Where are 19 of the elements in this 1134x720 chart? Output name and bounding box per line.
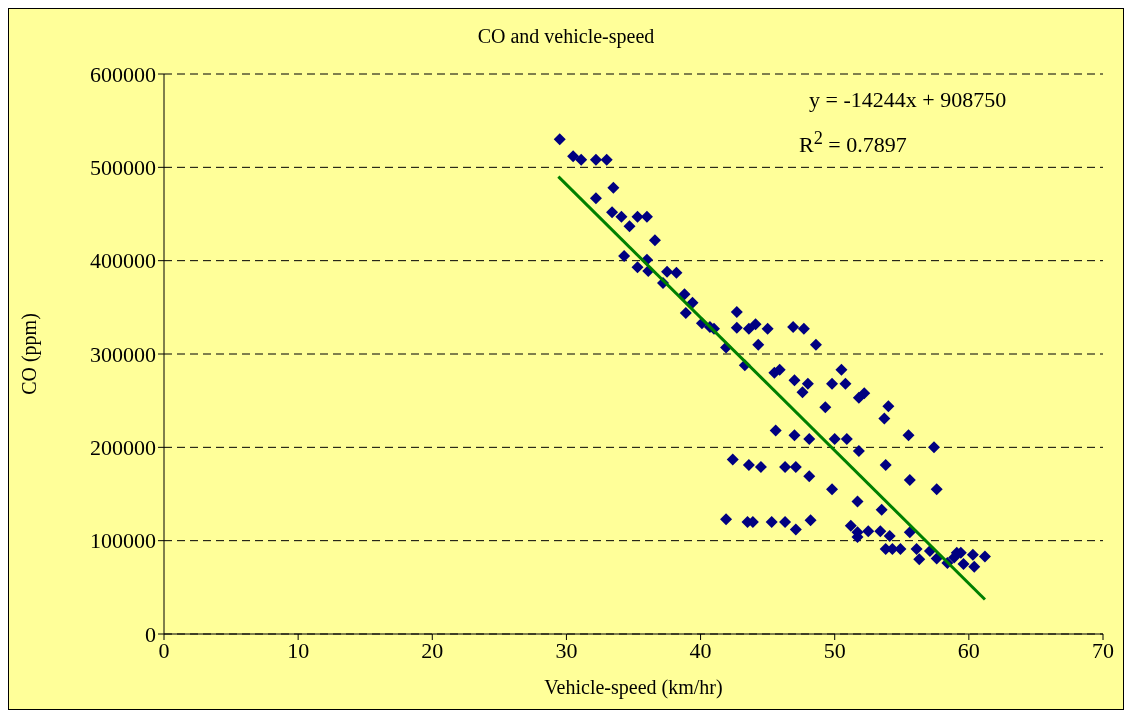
x-tick-label: 20 <box>421 637 444 663</box>
y-tick-label: 200000 <box>90 435 156 461</box>
y-tick-label: 0 <box>145 621 156 647</box>
chart-title: CO and vehicle-speed <box>476 25 656 48</box>
annotation: y = -14244x + 908750 <box>809 87 1007 112</box>
y-tick-label: 400000 <box>90 248 156 274</box>
x-tick-label: 30 <box>555 637 578 663</box>
y-tick-label: 300000 <box>90 341 156 367</box>
x-tick-label: 50 <box>823 637 846 663</box>
x-tick-label: 40 <box>689 637 712 663</box>
x-tick-label: 60 <box>957 637 980 663</box>
annotation: R$^{2}$ = 0.7897 <box>799 128 907 158</box>
x-tick-label: 70 <box>1092 637 1114 663</box>
y-tick-label: 100000 <box>90 528 156 554</box>
y-axis-title: CO (ppm) <box>18 313 42 395</box>
x-tick-label: 10 <box>287 637 310 663</box>
y-tick-label: 500000 <box>90 155 156 181</box>
x-axis-title: Vehicle-speed (km/hr) <box>544 676 723 699</box>
y-tick-label: 600000 <box>90 61 156 87</box>
